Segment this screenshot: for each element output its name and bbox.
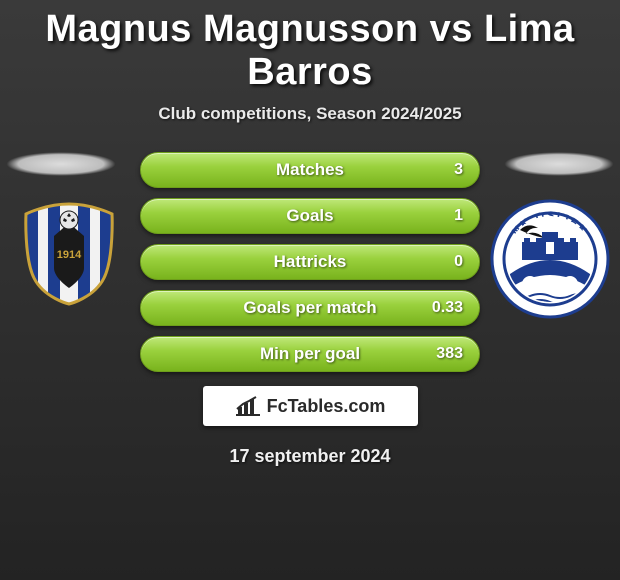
branding-text: FcTables.com bbox=[267, 396, 386, 417]
stat-row-min-per-goal: Min per goal 383 bbox=[140, 336, 480, 372]
date-text: 17 september 2024 bbox=[0, 446, 620, 467]
page-title: Magnus Magnusson vs Lima Barros bbox=[0, 0, 620, 94]
stat-value: 3 bbox=[454, 161, 463, 179]
branding-badge: FcTables.com bbox=[203, 386, 418, 426]
club-crest-right: NK OSIJEK bbox=[490, 196, 610, 321]
stat-label: Hattricks bbox=[274, 252, 347, 272]
bar-chart-icon bbox=[235, 395, 261, 417]
subtitle: Club competitions, Season 2024/2025 bbox=[0, 104, 620, 124]
svg-text:1914: 1914 bbox=[57, 249, 82, 261]
stat-column: Matches 3 Goals 1 Hattricks 0 Goals per … bbox=[140, 152, 480, 372]
crest-shadow-left bbox=[6, 152, 116, 176]
stat-label: Goals per match bbox=[243, 298, 376, 318]
club-crest-left: 1914 bbox=[14, 198, 124, 308]
ring-crest-icon: NK OSIJEK bbox=[490, 196, 610, 321]
stat-row-goals: Goals 1 bbox=[140, 198, 480, 234]
stat-label: Min per goal bbox=[260, 344, 360, 364]
crest-shadow-right bbox=[504, 152, 614, 176]
stat-label: Goals bbox=[286, 206, 333, 226]
stat-row-hattricks: Hattricks 0 bbox=[140, 244, 480, 280]
stat-row-matches: Matches 3 bbox=[140, 152, 480, 188]
stat-value: 1 bbox=[454, 207, 463, 225]
stat-value: 0.33 bbox=[432, 299, 463, 317]
stat-value: 0 bbox=[454, 253, 463, 271]
shield-icon: 1914 bbox=[14, 198, 124, 308]
comparison-stage: 1914 NK OSIJEK bbox=[0, 152, 620, 372]
stat-row-goals-per-match: Goals per match 0.33 bbox=[140, 290, 480, 326]
stat-label: Matches bbox=[276, 160, 344, 180]
stat-value: 383 bbox=[436, 345, 463, 363]
